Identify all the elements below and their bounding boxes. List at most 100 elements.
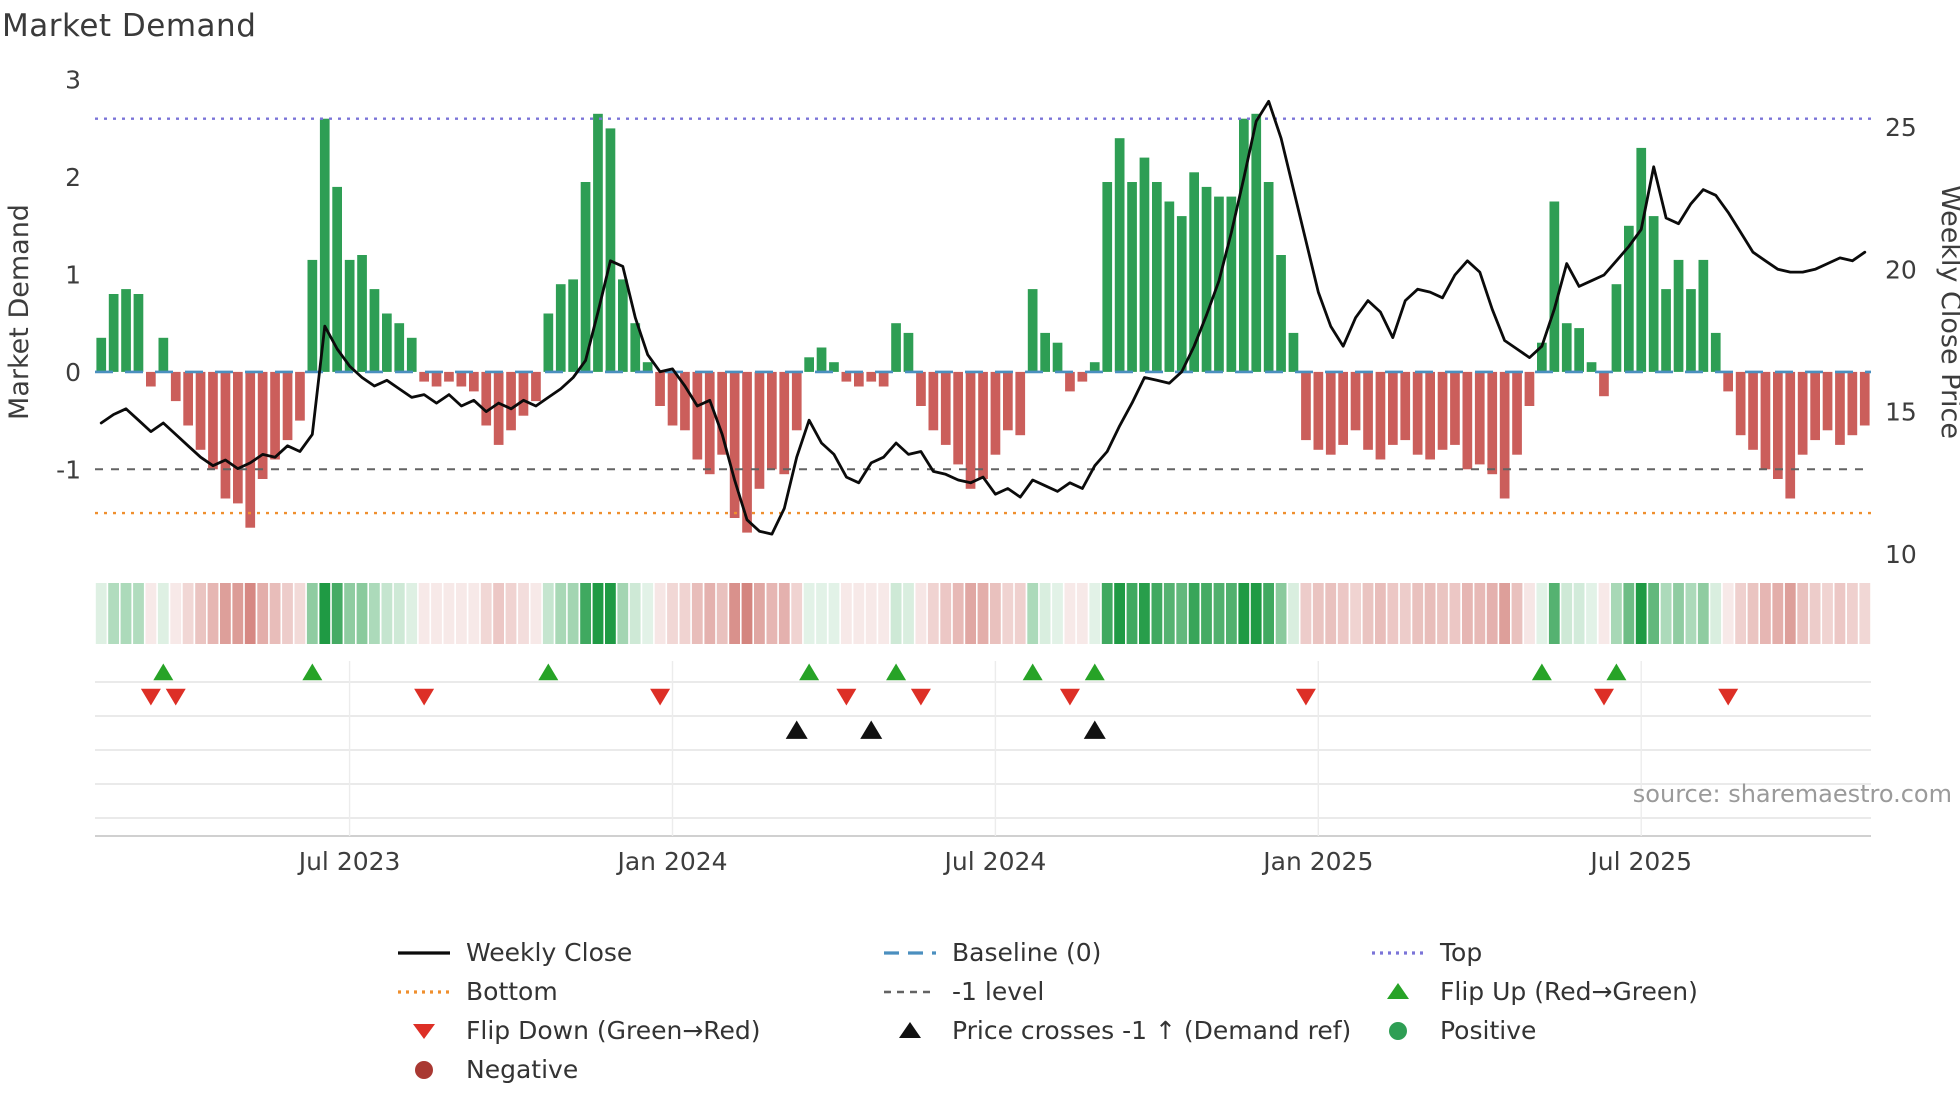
heatmap-cell [605, 583, 616, 644]
heatmap-cell [1760, 583, 1771, 644]
heatmap-cell [927, 583, 939, 644]
demand-bar [1773, 371, 1783, 479]
legend-circle-icon [415, 1060, 433, 1079]
x-axis-tick: Jul 2025 [1588, 847, 1692, 876]
demand-bar [1288, 332, 1299, 372]
legend-label: Negative [466, 1055, 579, 1084]
demand-bar [1586, 362, 1597, 372]
demand-bar [531, 371, 541, 402]
legend-label: Top [1440, 938, 1483, 967]
heatmap-cell [952, 583, 964, 644]
heatmap-cell [555, 583, 567, 644]
demand-bar [1040, 332, 1050, 372]
heatmap-cell [133, 583, 144, 644]
demand-bars [96, 113, 1870, 533]
demand-bar [419, 371, 429, 382]
demand-bar [444, 371, 454, 382]
demand-bar [928, 371, 939, 431]
heatmap-cell [1288, 583, 1299, 644]
demand-bar [1822, 371, 1833, 431]
heatmap-cell [1449, 583, 1461, 644]
heatmap-cell [567, 583, 579, 644]
demand-bar [406, 337, 417, 372]
demand-bar [1847, 371, 1858, 436]
heatmap-cell [1586, 583, 1597, 644]
demand-bar [133, 294, 144, 372]
heatmap-cell [1089, 583, 1101, 644]
heatmap-cell [940, 583, 952, 644]
flip-down-marker [1718, 688, 1739, 706]
heatmap-cell [1660, 583, 1672, 644]
demand-bar [195, 371, 206, 450]
heatmap-cell [878, 583, 889, 644]
heatmap-cell [530, 583, 542, 644]
demand-bar [369, 289, 380, 372]
demand-bar [680, 371, 690, 431]
heatmap-cell [1139, 583, 1150, 644]
right-axis-tick: 25 [1885, 113, 1917, 142]
heatmap-cell [356, 583, 368, 644]
heatmap-cell [369, 583, 380, 644]
demand-bar [1512, 371, 1522, 455]
demand-bar [1065, 371, 1075, 392]
heatmap-cell [1350, 583, 1361, 644]
heatmap-cell [1052, 583, 1063, 644]
legend-line-icon [398, 950, 450, 955]
heatmap-cell [1201, 583, 1212, 644]
demand-bar [940, 371, 951, 445]
legend-dotted-icon [398, 989, 450, 994]
demand-bar [146, 371, 156, 387]
legend-tri-down-icon [413, 1023, 435, 1039]
heatmap-cell [480, 583, 492, 644]
right-axis-label: Weekly Close Price [1935, 185, 1960, 439]
x-axis-tick: Jul 2023 [297, 847, 401, 876]
demand-bar [655, 371, 665, 406]
demand-bar [1412, 371, 1423, 455]
heatmap-cell [157, 583, 169, 644]
demand-bar [1052, 342, 1063, 372]
flip-up-marker [886, 663, 907, 681]
legend-entry: Flip Up (Red→Green) [1369, 972, 1698, 1011]
heatmap-cell [1635, 583, 1647, 644]
demand-bar [1077, 371, 1088, 382]
heatmap-cell [1163, 583, 1175, 644]
demand-bar [469, 371, 479, 392]
heatmap-cell [232, 583, 244, 644]
demand-bar [704, 371, 715, 475]
heatmap-cell [1536, 583, 1548, 644]
demand-bar [916, 371, 926, 406]
demand-bar [1263, 182, 1274, 372]
legend-column: Baseline (0) -1 level Price crosses -1 ↑ (… [881, 933, 1369, 1089]
heatmap-cell [1424, 583, 1436, 644]
demand-bar [220, 371, 231, 499]
heatmap-cell [654, 583, 666, 644]
heatmap-cell [853, 583, 865, 644]
heatmap-cell [865, 583, 877, 644]
demand-bar [1226, 196, 1237, 372]
demand-bar [1710, 332, 1721, 372]
heatmap-cell [679, 583, 691, 644]
heatmap-cell [1548, 583, 1560, 644]
demand-bar [841, 371, 852, 382]
heatmap-cell [704, 583, 716, 644]
demand-bar [605, 128, 616, 372]
heatmap-cell [903, 583, 914, 644]
demand-bar [1301, 371, 1311, 441]
flip-up-marker [799, 663, 820, 681]
heatmap-cell [1772, 583, 1784, 644]
demand-bar [717, 371, 727, 455]
legend-column: Top Flip Up (Red→Green) Positive [1369, 933, 1698, 1089]
demand-bar [1686, 289, 1696, 372]
heatmap-cell [1039, 583, 1051, 644]
heatmap-cell [754, 583, 765, 644]
demand-bar [618, 279, 628, 372]
legend-entry: Weekly Close [395, 933, 881, 972]
demand-bar [829, 362, 839, 372]
demand-bar [1835, 371, 1845, 445]
flip-down-marker [650, 688, 671, 706]
demand-bar [1748, 371, 1758, 450]
heatmap-cell [766, 583, 778, 644]
heatmap-cell [1014, 583, 1026, 644]
demand-bar [1437, 371, 1448, 450]
